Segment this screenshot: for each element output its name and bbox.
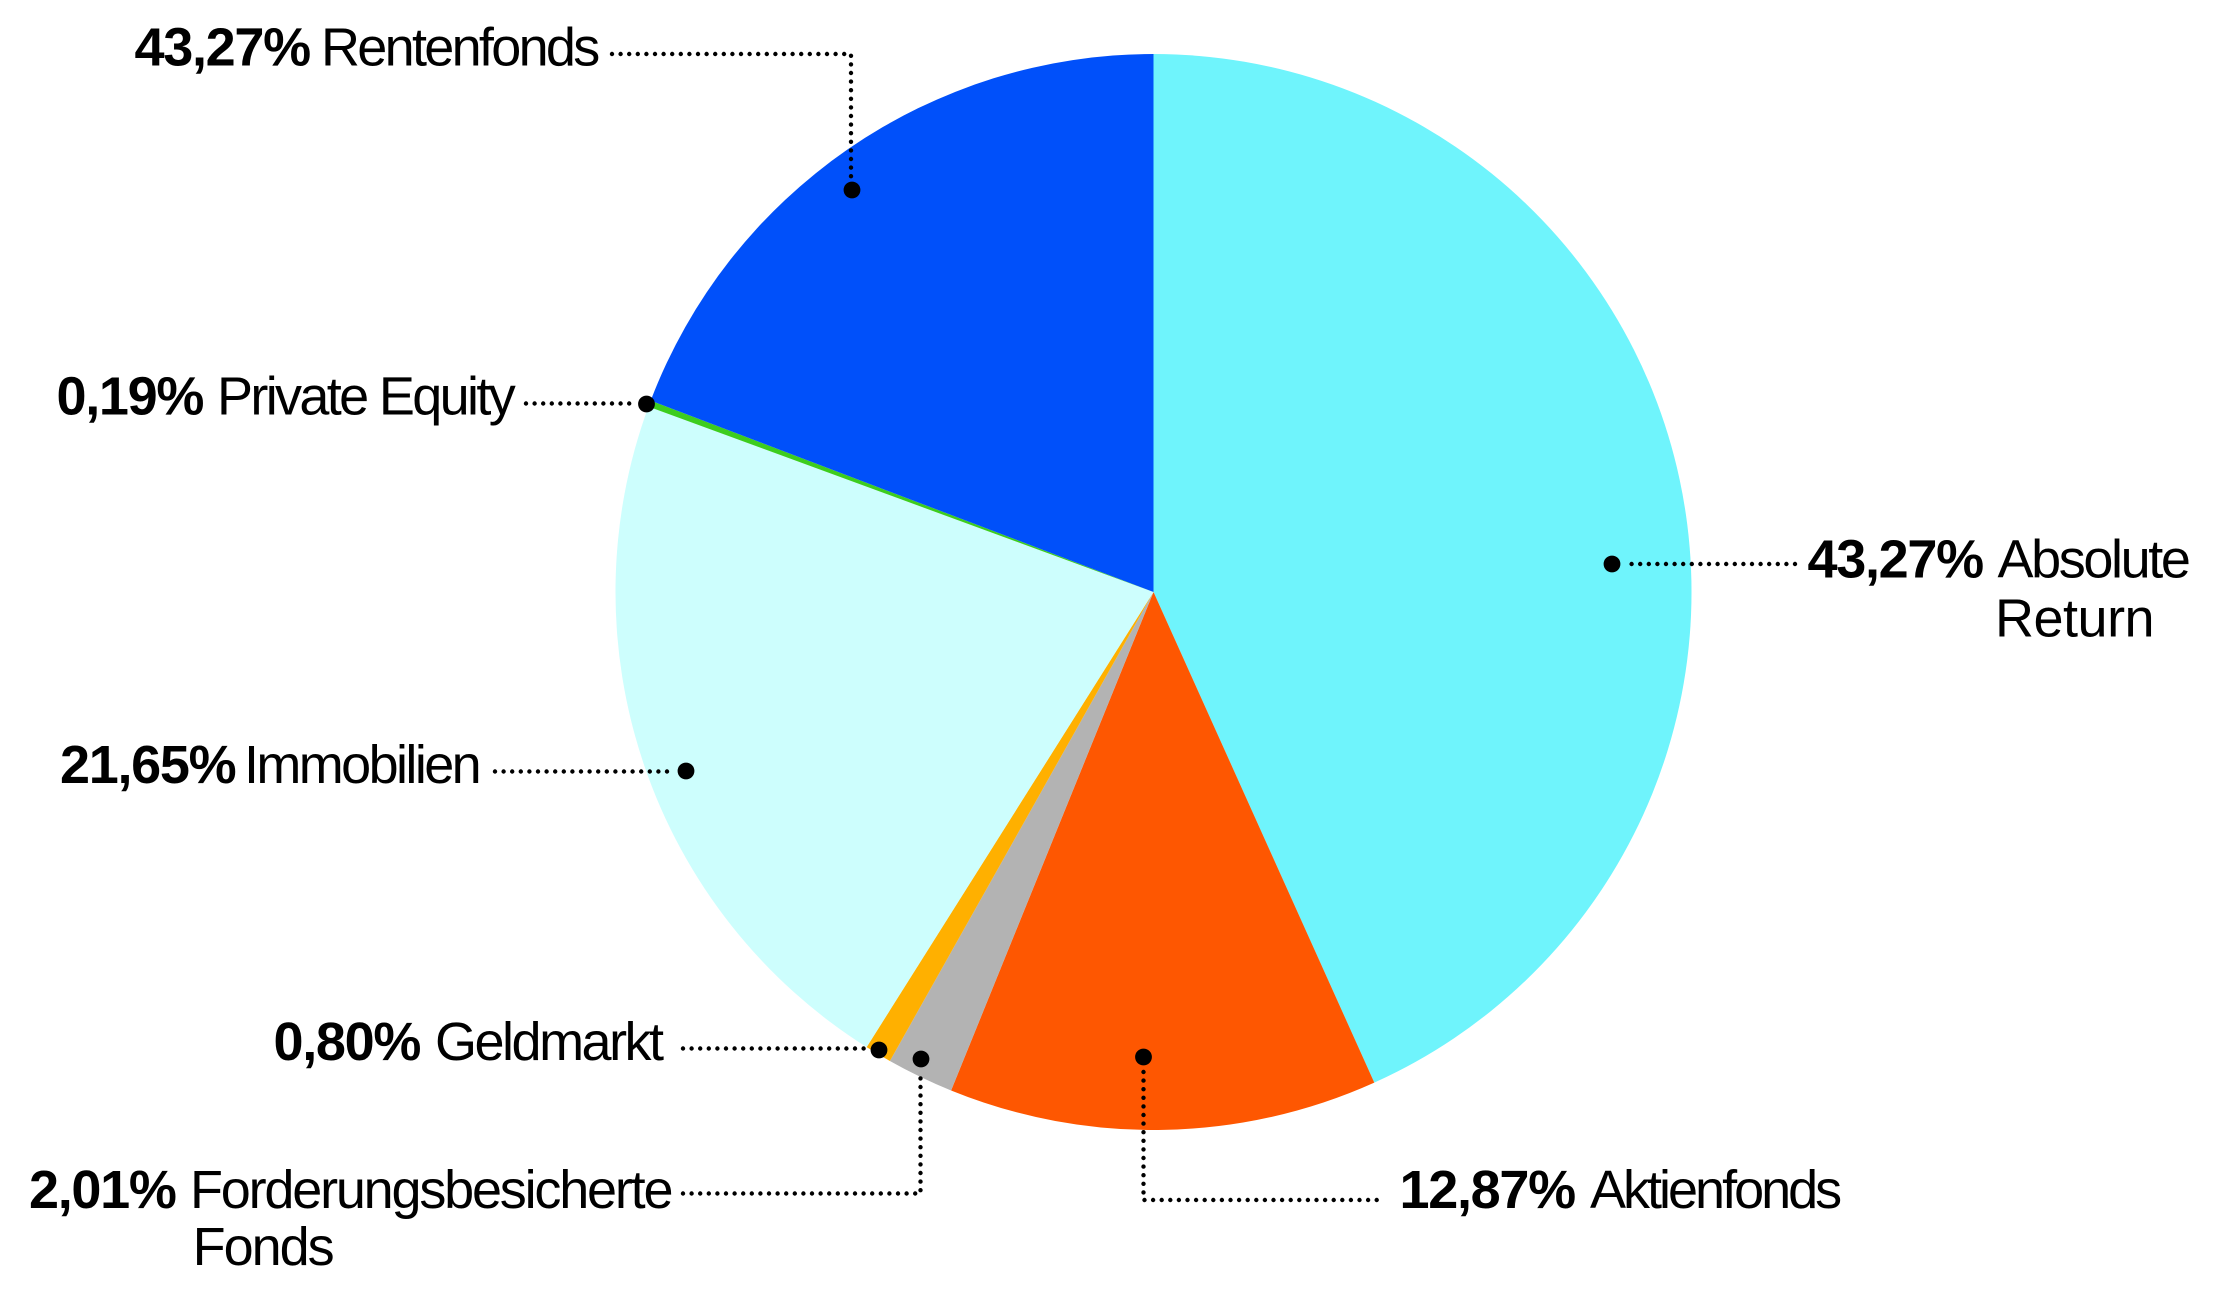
svg-text:2,01%: 2,01% bbox=[29, 1160, 176, 1220]
svg-text:Rentenfonds: Rentenfonds bbox=[321, 18, 599, 78]
svg-text:43,27%: 43,27% bbox=[135, 18, 311, 78]
svg-text:Geldmarkt: Geldmarkt bbox=[435, 1012, 664, 1072]
svg-text:Immobilien: Immobilien bbox=[244, 735, 479, 795]
svg-text:Fonds: Fonds bbox=[193, 1217, 334, 1277]
svg-text:Absolute: Absolute bbox=[1998, 530, 2189, 590]
svg-text:43,27%: 43,27% bbox=[1808, 530, 1984, 590]
svg-text:Private Equity: Private Equity bbox=[217, 367, 516, 427]
svg-text:0,80%: 0,80% bbox=[274, 1012, 421, 1072]
svg-text:Return: Return bbox=[1995, 589, 2154, 649]
svg-text:0,19%: 0,19% bbox=[57, 367, 204, 427]
svg-text:21,65%: 21,65% bbox=[60, 735, 236, 795]
svg-text:Aktienfonds: Aktienfonds bbox=[1590, 1160, 1841, 1220]
svg-text:12,87%: 12,87% bbox=[1400, 1160, 1576, 1220]
svg-text:Forderungsbesicherte: Forderungsbesicherte bbox=[190, 1160, 671, 1220]
